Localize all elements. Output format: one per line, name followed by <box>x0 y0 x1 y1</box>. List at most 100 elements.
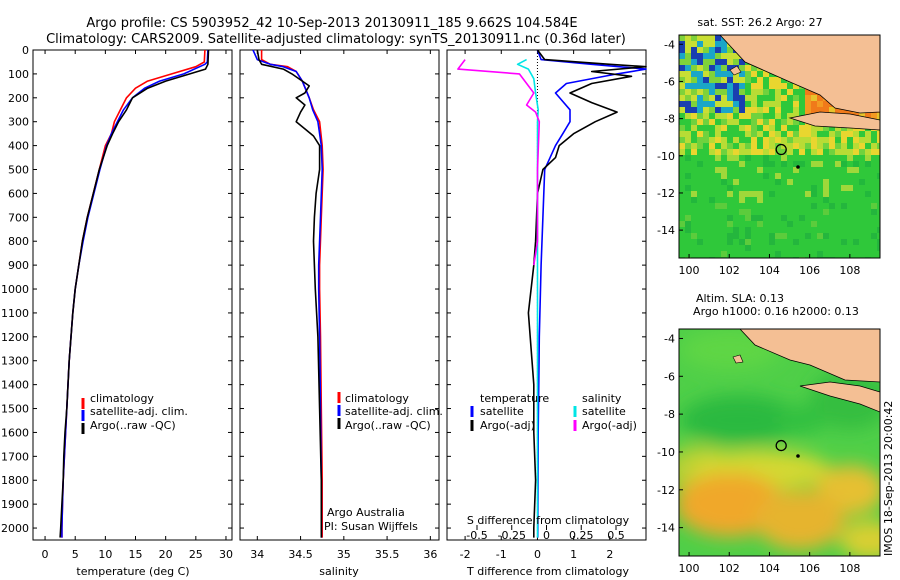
sla-map-axes: 100 102 104 106 108 -4 -6 -8 -10 -12 -14 <box>657 332 860 575</box>
sst-cell <box>685 101 691 107</box>
sst-cell <box>703 47 709 53</box>
sst-cell <box>721 77 727 83</box>
sst-cell <box>715 107 721 113</box>
sst-cell <box>727 191 733 197</box>
sst-cell <box>793 131 799 137</box>
sst-cell <box>745 209 751 215</box>
map-y-tick-label: -6 <box>664 75 675 88</box>
x-tick-label: 10 <box>98 548 112 561</box>
sst-cell <box>709 35 715 41</box>
map-y-tick-label: -10 <box>657 446 675 459</box>
sst-cell <box>709 65 715 71</box>
sst-cell <box>739 89 745 95</box>
sst-cell <box>691 107 697 113</box>
sst-cell <box>727 107 733 113</box>
map-y-tick-label: -14 <box>657 224 675 237</box>
sst-cell <box>871 143 877 149</box>
sst-cell <box>685 47 691 53</box>
sst-cell <box>745 113 751 119</box>
temperature-axes-frame <box>32 49 233 541</box>
sst-cell <box>763 107 769 113</box>
sst-cell <box>703 83 709 89</box>
sst-cell <box>733 59 739 65</box>
sla-map-title-line2: Argo h1000: 0.16 h2000: 0.13 <box>693 305 859 318</box>
map-y-tick-label: -4 <box>664 332 675 345</box>
sst-cell <box>697 95 703 101</box>
sst-cell <box>697 119 703 125</box>
sst-cell <box>721 83 727 89</box>
sst-cell <box>697 131 703 137</box>
sst-cell <box>697 35 703 41</box>
sst-cell <box>679 221 685 227</box>
sst-cell <box>799 215 805 221</box>
sst-cell <box>829 107 835 113</box>
sst-cell <box>823 209 829 215</box>
sst-map-title: sat. SST: 26.2 Argo: 27 <box>697 16 822 29</box>
map-y-tick-label: -14 <box>657 522 675 535</box>
sst-cell <box>733 53 739 59</box>
sst-cell <box>691 65 697 71</box>
y-tick-label: 1500 <box>1 403 29 416</box>
y-tick-label: 1900 <box>1 498 29 511</box>
sst-cell <box>697 47 703 53</box>
sst-cell <box>703 65 709 71</box>
sst-cell <box>799 125 805 131</box>
salinity-x-label: salinity <box>319 565 359 578</box>
y-tick-label: 1700 <box>1 450 29 463</box>
sst-cell <box>691 53 697 59</box>
sst-cell <box>739 113 745 119</box>
sst-map-frame <box>678 34 881 259</box>
sst-cell <box>745 95 751 101</box>
sst-cell <box>697 107 703 113</box>
sst-cell <box>685 155 691 161</box>
sst-cell <box>757 83 763 89</box>
sst-cell <box>733 137 739 143</box>
sst-cell <box>685 77 691 83</box>
sst-cell <box>865 149 871 155</box>
sst-cell <box>739 209 745 215</box>
map-x-tick-label: 104 <box>759 264 780 277</box>
sst-cell <box>697 239 703 245</box>
sst-cell <box>679 71 685 77</box>
sst-cell <box>775 107 781 113</box>
x-tick-label: 30 <box>219 548 233 561</box>
x-tick-label: 35.5 <box>375 548 400 561</box>
y-tick-label: 700 <box>8 211 29 224</box>
sst-cell <box>775 113 781 119</box>
argo-position-marker <box>775 143 787 156</box>
sst-cell <box>715 125 721 131</box>
sst-cell <box>865 191 871 197</box>
credit-line1: Argo Australia <box>327 506 405 519</box>
sst-cell <box>679 131 685 137</box>
sst-cell <box>829 131 835 137</box>
sst-cell <box>853 149 859 155</box>
sst-cell <box>739 191 745 197</box>
sst-cell <box>859 143 865 149</box>
sst-cell <box>745 245 751 251</box>
sst-cell <box>685 113 691 119</box>
sst-cell <box>763 143 769 149</box>
sst-cell <box>823 125 829 131</box>
sst-cell <box>775 101 781 107</box>
sst-cell <box>841 137 847 143</box>
sst-cell <box>733 119 739 125</box>
depth-axis: 0 100 200 300 400 500 600 700 800 900 1000 1100 1200… <box>1 44 232 535</box>
map-x-tick-label: 106 <box>799 264 820 277</box>
sst-cell <box>841 161 847 167</box>
sst-cell <box>739 239 745 245</box>
sst-cell <box>691 143 697 149</box>
sst-cell <box>739 77 745 83</box>
sst-cell <box>817 107 823 113</box>
sst-cell <box>691 113 697 119</box>
sst-cell <box>691 191 697 197</box>
sst-cell <box>685 173 691 179</box>
sst-cell <box>715 89 721 95</box>
sst-cell <box>805 191 811 197</box>
sst-cell <box>757 167 763 173</box>
y-tick-label: 2000 <box>1 522 29 535</box>
sst-cell <box>727 95 733 101</box>
sst-cell <box>811 107 817 113</box>
island-dot <box>796 165 800 169</box>
sst-cell <box>817 161 823 167</box>
sst-cell <box>751 107 757 113</box>
